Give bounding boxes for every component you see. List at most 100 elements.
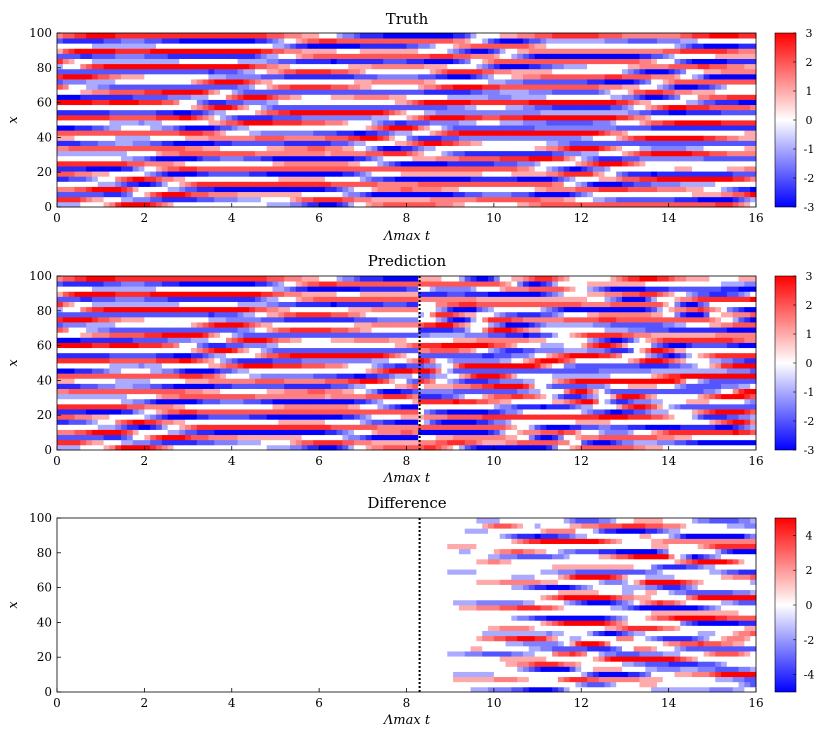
heatmap-cell — [569, 130, 576, 136]
heatmap-cell — [429, 150, 437, 157]
heatmap-cell — [196, 150, 204, 157]
heatmap-cell — [185, 393, 192, 400]
heatmap-cell — [499, 58, 506, 65]
heatmap-cell — [231, 99, 238, 106]
heatmap-cell — [150, 388, 157, 395]
heatmap-cell — [674, 120, 681, 126]
heatmap-cell — [196, 281, 204, 287]
heatmap-cell — [639, 109, 646, 116]
heatmap-cell — [167, 383, 174, 389]
heatmap-cell — [272, 58, 279, 65]
heatmap-cell — [132, 150, 139, 157]
heatmap-cell — [429, 63, 437, 70]
heatmap-cell — [691, 140, 699, 146]
heatmap-cell — [668, 84, 675, 90]
heatmap-cell — [156, 99, 163, 106]
heatmap-cell — [324, 186, 332, 193]
heatmap-cell — [284, 176, 291, 182]
heatmap-cell — [167, 186, 174, 193]
heatmap-cell — [57, 434, 64, 441]
heatmap-cell — [686, 176, 693, 182]
heatmap-cell — [429, 114, 437, 121]
heatmap-cell — [365, 58, 372, 65]
heatmap-cell — [703, 196, 710, 203]
heatmap-cell — [371, 84, 378, 90]
heatmap-cell — [208, 171, 215, 177]
heatmap-cell — [86, 125, 93, 131]
heatmap-cell — [691, 176, 699, 182]
heatmap-cell — [738, 38, 745, 44]
heatmap-cell — [214, 166, 221, 172]
heatmap-cell — [330, 125, 338, 131]
heatmap-cell — [290, 73, 297, 80]
heatmap-cell — [750, 84, 757, 90]
heatmap-cell — [138, 378, 145, 384]
heatmap-cell — [581, 181, 588, 187]
heatmap-cell — [126, 166, 134, 172]
heatmap-cell — [284, 53, 291, 59]
heatmap-cell — [371, 89, 378, 95]
heatmap-cell — [167, 316, 174, 323]
heatmap-cell — [185, 281, 192, 287]
heatmap-cell — [115, 201, 122, 208]
heatmap-cell — [97, 429, 105, 436]
heatmap-cell — [458, 38, 466, 44]
heatmap-cell — [552, 125, 559, 131]
heatmap-cell — [406, 89, 413, 95]
heatmap-cell — [738, 125, 745, 131]
heatmap-cell — [109, 424, 116, 430]
heatmap-cell — [115, 155, 122, 162]
heatmap-cell — [726, 53, 734, 59]
heatmap-cell — [190, 104, 198, 111]
heatmap-cell — [115, 84, 122, 90]
heatmap-cell — [627, 140, 635, 146]
heatmap-cell — [721, 33, 728, 39]
heatmap-cell — [423, 48, 431, 54]
heatmap-cell — [324, 48, 332, 54]
heatmap-cell — [91, 43, 99, 49]
heatmap-cell — [709, 130, 716, 136]
heatmap-cell — [691, 43, 699, 49]
heatmap-cell — [528, 99, 536, 106]
heatmap-cell — [342, 99, 349, 106]
heatmap-cell — [476, 114, 483, 121]
heatmap-cell — [744, 135, 751, 141]
heatmap-cell — [68, 79, 75, 85]
heatmap-cell — [429, 68, 437, 75]
heatmap-cell — [336, 186, 343, 193]
heatmap-cell — [732, 135, 739, 141]
heatmap-cell — [546, 120, 553, 126]
heatmap-cell — [691, 150, 699, 157]
heatmap-cell — [202, 166, 209, 172]
heatmap-cell — [126, 53, 134, 59]
heatmap-cell — [86, 33, 93, 39]
heatmap-cell — [68, 347, 75, 354]
heatmap-cell — [266, 191, 273, 198]
heatmap-cell — [458, 68, 466, 75]
heatmap-cell — [697, 94, 704, 100]
heatmap-cell — [68, 373, 75, 379]
heatmap-cell — [121, 58, 128, 65]
heatmap-cell — [173, 286, 180, 292]
heatmap-cell — [103, 388, 110, 395]
heatmap-cell — [225, 140, 233, 146]
heatmap-cell — [121, 311, 128, 318]
heatmap-cell — [295, 176, 303, 182]
heatmap-cell — [389, 68, 396, 75]
heatmap-cell — [697, 130, 704, 136]
heatmap-cell — [587, 196, 594, 203]
heatmap-cell — [604, 171, 611, 177]
heatmap-cell — [563, 140, 571, 146]
heatmap-cell — [359, 43, 367, 49]
heatmap-cell — [243, 33, 250, 39]
heatmap-cell — [266, 166, 273, 172]
heatmap-cell — [359, 196, 367, 203]
heatmap-cell — [91, 186, 99, 193]
heatmap-cell — [587, 104, 594, 111]
heatmap-cell — [441, 79, 448, 85]
heatmap-cell — [179, 104, 186, 111]
heatmap-cell — [744, 186, 751, 193]
heatmap-cell — [190, 291, 198, 297]
heatmap-cell — [423, 58, 431, 65]
heatmap-cell — [680, 43, 687, 49]
